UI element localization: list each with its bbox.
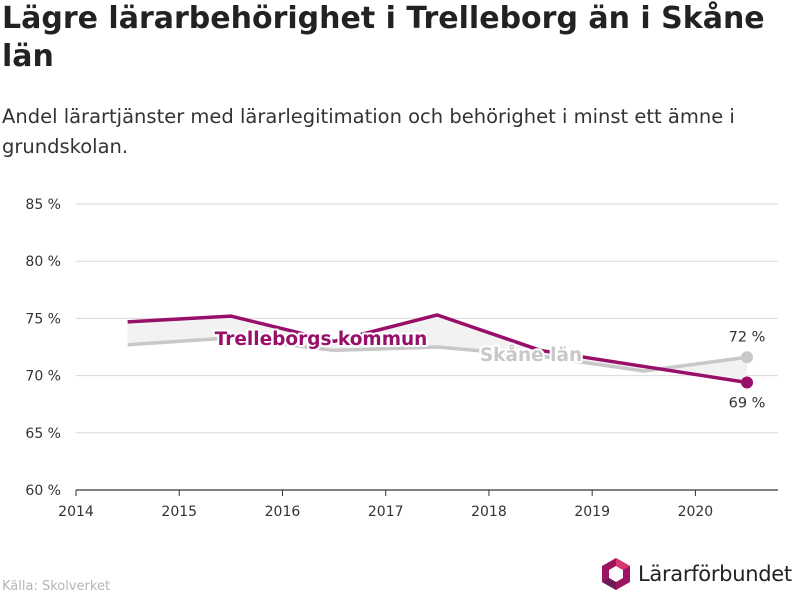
x-tick-label: 2016	[265, 504, 301, 520]
series-line-trelleborg	[127, 313, 748, 385]
brand-name: Lärarförbundet	[638, 562, 792, 586]
hexagon-logo-icon	[602, 558, 630, 590]
x-tick-label: 2018	[471, 504, 507, 520]
x-tick-label: 2020	[678, 504, 714, 520]
labels: 72 % 69 % Trelleborgs kommun Skåne län	[213, 327, 766, 411]
y-tick-label: 70 %	[25, 369, 61, 385]
end-label-trelleborg: 69 %	[729, 395, 766, 411]
y-tick-label: 80 %	[25, 254, 61, 270]
axes: 60 % 65 % 70 % 75 % 80 % 85 % 2014 2015 2016 2017…	[25, 197, 778, 520]
difference-band-area	[127, 314, 748, 383]
series-line-skane	[127, 336, 748, 373]
y-tick-label: 60 %	[25, 483, 61, 499]
y-tick-label: 85 %	[25, 197, 61, 213]
series-label-trelleborg: Trelleborgs kommun	[215, 329, 428, 350]
end-label-skane: 72 %	[729, 329, 766, 345]
end-point-skane	[741, 351, 754, 364]
chart-subtitle: Andel lärartjänster med lärarlegitimatio…	[2, 105, 735, 158]
x-tick-label: 2014	[58, 504, 94, 520]
line-chart: 60 % 65 % 70 % 75 % 80 % 85 % 2014 2015 2016 2017…	[25, 197, 778, 520]
brand-logo: Lärarförbundet	[600, 557, 792, 591]
source-note: Källa: Skolverket	[2, 579, 111, 594]
end-point-trelleborg	[741, 376, 754, 389]
x-tick-label: 2015	[161, 504, 197, 520]
x-tick-label: 2019	[574, 504, 610, 520]
x-tick-label: 2017	[368, 504, 404, 520]
difference-band	[127, 314, 748, 383]
series-label-skane: Skåne län	[480, 344, 582, 366]
y-tick-label: 65 %	[25, 426, 61, 442]
series-lines	[127, 313, 754, 389]
y-tick-label: 75 %	[25, 311, 61, 327]
chart-title: Lägre lärarbehörighet i Trelleborg än i …	[2, 1, 765, 74]
